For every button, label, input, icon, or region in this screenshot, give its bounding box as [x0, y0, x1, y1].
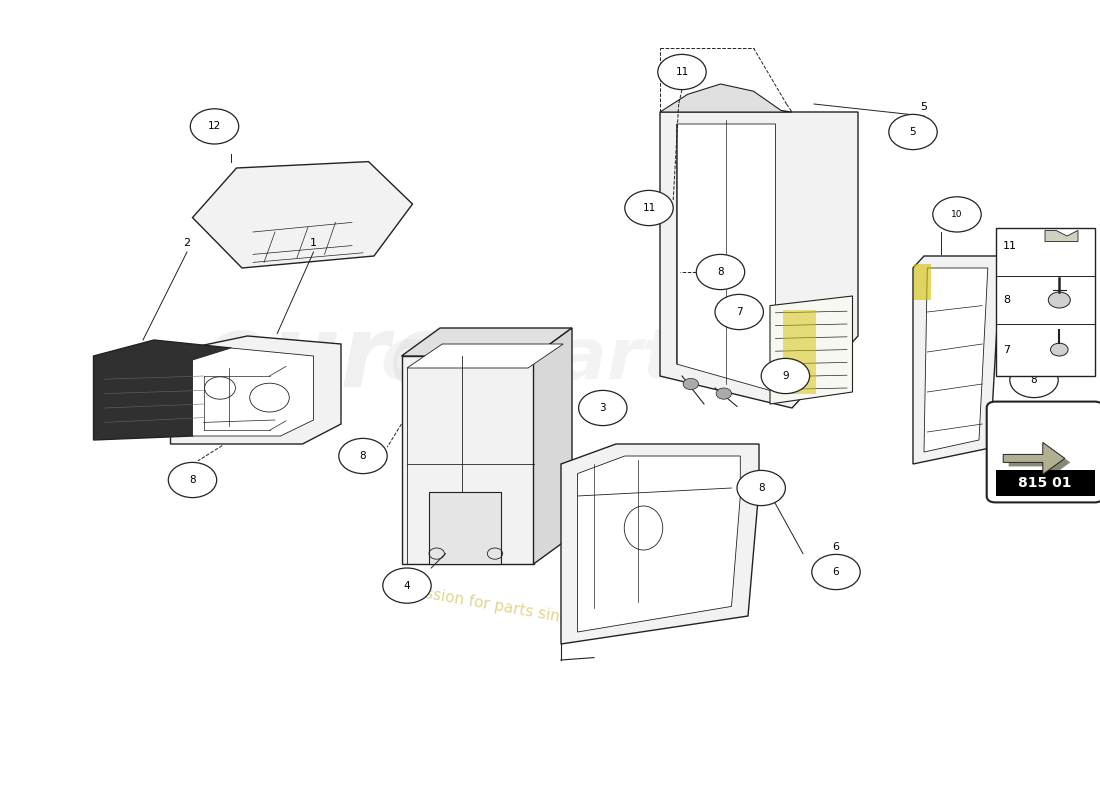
Text: 8: 8: [717, 267, 724, 277]
Text: 9: 9: [782, 371, 789, 381]
Polygon shape: [660, 84, 792, 112]
Circle shape: [383, 568, 431, 603]
Polygon shape: [402, 356, 534, 564]
Polygon shape: [1045, 230, 1078, 242]
Text: 11: 11: [675, 67, 689, 77]
Circle shape: [339, 438, 387, 474]
Text: 7: 7: [1003, 346, 1010, 355]
Text: 1: 1: [310, 238, 317, 248]
Polygon shape: [170, 336, 341, 444]
Text: a passion for parts since 1985: a passion for parts since 1985: [390, 581, 622, 635]
Circle shape: [625, 190, 673, 226]
Circle shape: [761, 358, 810, 394]
Bar: [914, 264, 931, 300]
Text: carparts: carparts: [381, 326, 719, 394]
Circle shape: [579, 390, 627, 426]
Text: 3: 3: [600, 403, 606, 413]
FancyBboxPatch shape: [996, 228, 1094, 376]
Circle shape: [933, 197, 981, 232]
Text: 2: 2: [184, 238, 190, 248]
Text: 10: 10: [952, 210, 962, 219]
Polygon shape: [1009, 446, 1070, 478]
Polygon shape: [407, 344, 563, 368]
Text: 815 01: 815 01: [1019, 476, 1071, 490]
Circle shape: [683, 378, 698, 390]
Polygon shape: [770, 296, 853, 404]
Polygon shape: [1003, 442, 1065, 474]
Text: 8: 8: [1031, 375, 1037, 385]
Text: 11: 11: [642, 203, 656, 213]
Polygon shape: [660, 112, 858, 408]
Polygon shape: [192, 348, 314, 436]
Circle shape: [812, 554, 860, 590]
Text: 12: 12: [208, 118, 221, 128]
Polygon shape: [561, 444, 759, 644]
Bar: [783, 310, 816, 394]
Polygon shape: [578, 456, 740, 632]
Text: euro: euro: [201, 311, 459, 409]
Text: 7: 7: [736, 307, 743, 317]
Text: 8: 8: [1003, 295, 1010, 305]
Polygon shape: [192, 162, 412, 268]
Circle shape: [658, 54, 706, 90]
Circle shape: [168, 462, 217, 498]
Circle shape: [716, 388, 732, 399]
Polygon shape: [913, 256, 1001, 464]
Circle shape: [190, 109, 239, 144]
Circle shape: [696, 254, 745, 290]
Text: 8: 8: [189, 475, 196, 485]
Text: 12: 12: [208, 122, 221, 131]
Text: 8: 8: [758, 483, 764, 493]
Circle shape: [1010, 362, 1058, 398]
Polygon shape: [402, 328, 572, 356]
Polygon shape: [94, 340, 231, 440]
Polygon shape: [924, 268, 988, 452]
Circle shape: [889, 114, 937, 150]
Bar: [996, 470, 1094, 496]
Text: 4: 4: [404, 581, 410, 590]
Circle shape: [715, 294, 763, 330]
Text: 8: 8: [360, 451, 366, 461]
Circle shape: [1048, 292, 1070, 308]
Circle shape: [737, 470, 785, 506]
FancyBboxPatch shape: [987, 402, 1100, 502]
Circle shape: [1050, 343, 1068, 356]
Text: 11: 11: [1003, 241, 1018, 250]
Polygon shape: [534, 328, 572, 564]
Text: 6: 6: [833, 567, 839, 577]
Text: 6: 6: [833, 542, 839, 552]
Text: 10: 10: [950, 206, 964, 216]
Text: 5: 5: [910, 127, 916, 137]
Text: 5: 5: [921, 102, 927, 112]
Polygon shape: [676, 124, 776, 392]
Bar: [429, 492, 500, 564]
